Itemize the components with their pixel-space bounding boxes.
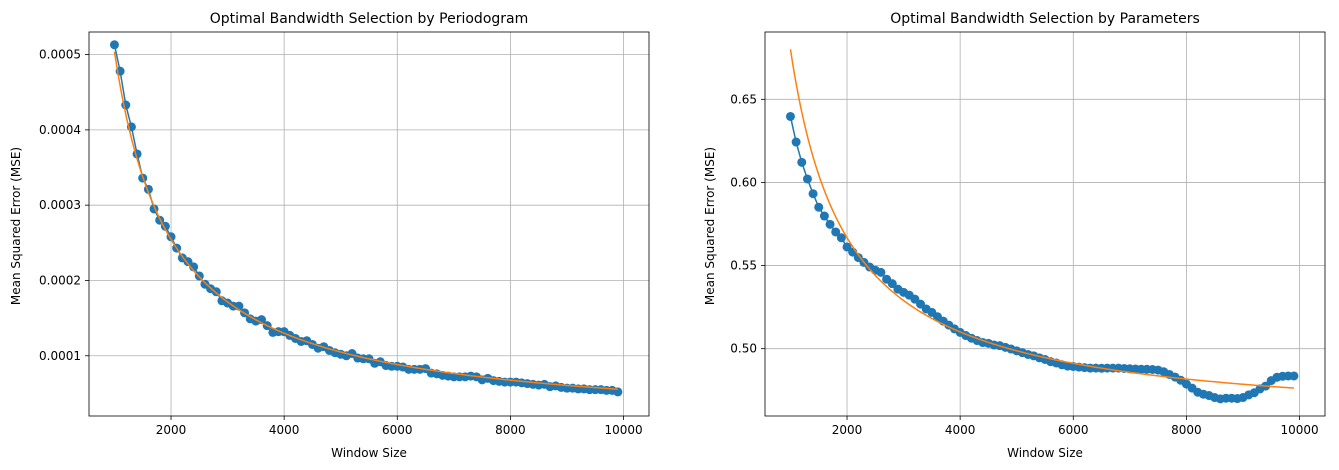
data-point [831, 227, 841, 237]
x-tick-label: 4000 [945, 423, 976, 437]
fitted-curve [113, 51, 618, 390]
data-point [785, 111, 795, 121]
y-tick-label: 0.0004 [39, 123, 81, 137]
data-point [797, 157, 807, 167]
data-point [109, 40, 119, 50]
x-tick-label: 6000 [1058, 423, 1089, 437]
x-tick-label: 6000 [382, 423, 413, 437]
y-tick-label: 0.0002 [39, 273, 81, 287]
data-point [876, 267, 886, 277]
y-axis-label: Mean Squared Error (MSE) [9, 147, 23, 305]
data-point [819, 211, 829, 221]
periodogram-chart: Optimal Bandwidth Selection by Periodogr… [9, 11, 650, 460]
data-point [183, 257, 193, 267]
ticks: 2000 4000 6000 8000 10000 0.50 0.55 0.60 0.65 [730, 92, 1318, 437]
parameters-chart: Optimal Bandwidth Selection by Parameter… [703, 11, 1326, 460]
data-point [825, 219, 835, 229]
x-tick-label: 4000 [269, 423, 300, 437]
data-point [802, 174, 812, 184]
y-tick-label: 0.0003 [39, 198, 81, 212]
x-tick-label: 10000 [604, 423, 642, 437]
fitted-curve [789, 49, 1294, 389]
fit-line [113, 51, 618, 390]
y-axis-label: Mean Squared Error (MSE) [703, 147, 717, 305]
data-point [887, 279, 897, 289]
x-tick-label: 2000 [156, 423, 187, 437]
y-tick-label: 0.55 [730, 259, 757, 273]
x-tick-label: 2000 [832, 423, 863, 437]
y-tick-label: 0.50 [730, 342, 757, 356]
ticks: 2000 4000 6000 8000 10000 0.0001 0.0002 0.0003 0… [39, 48, 643, 437]
x-axis-label: Window Size [1007, 446, 1083, 460]
x-tick-label: 10000 [1280, 423, 1318, 437]
mse-series [109, 40, 623, 397]
y-tick-label: 0.60 [730, 175, 757, 189]
y-tick-label: 0.0001 [39, 349, 81, 363]
data-point [836, 233, 846, 243]
x-tick-label: 8000 [1171, 423, 1202, 437]
data-point [808, 189, 818, 199]
plot-frame [764, 31, 1326, 417]
data-point [1289, 371, 1299, 381]
fit-line [789, 49, 1294, 389]
data-point [814, 202, 824, 212]
y-tick-label: 0.0005 [39, 48, 81, 62]
grid [765, 32, 1325, 416]
series-line [113, 44, 619, 393]
chart-title: Optimal Bandwidth Selection by Periodogr… [210, 11, 529, 27]
data-point [791, 137, 801, 147]
y-tick-label: 0.65 [730, 92, 757, 106]
x-axis-label: Window Size [331, 446, 407, 460]
chart-title: Optimal Bandwidth Selection by Parameter… [890, 11, 1200, 27]
plot-frame [88, 31, 650, 417]
mse-series [785, 111, 1299, 404]
x-tick-label: 8000 [495, 423, 526, 437]
